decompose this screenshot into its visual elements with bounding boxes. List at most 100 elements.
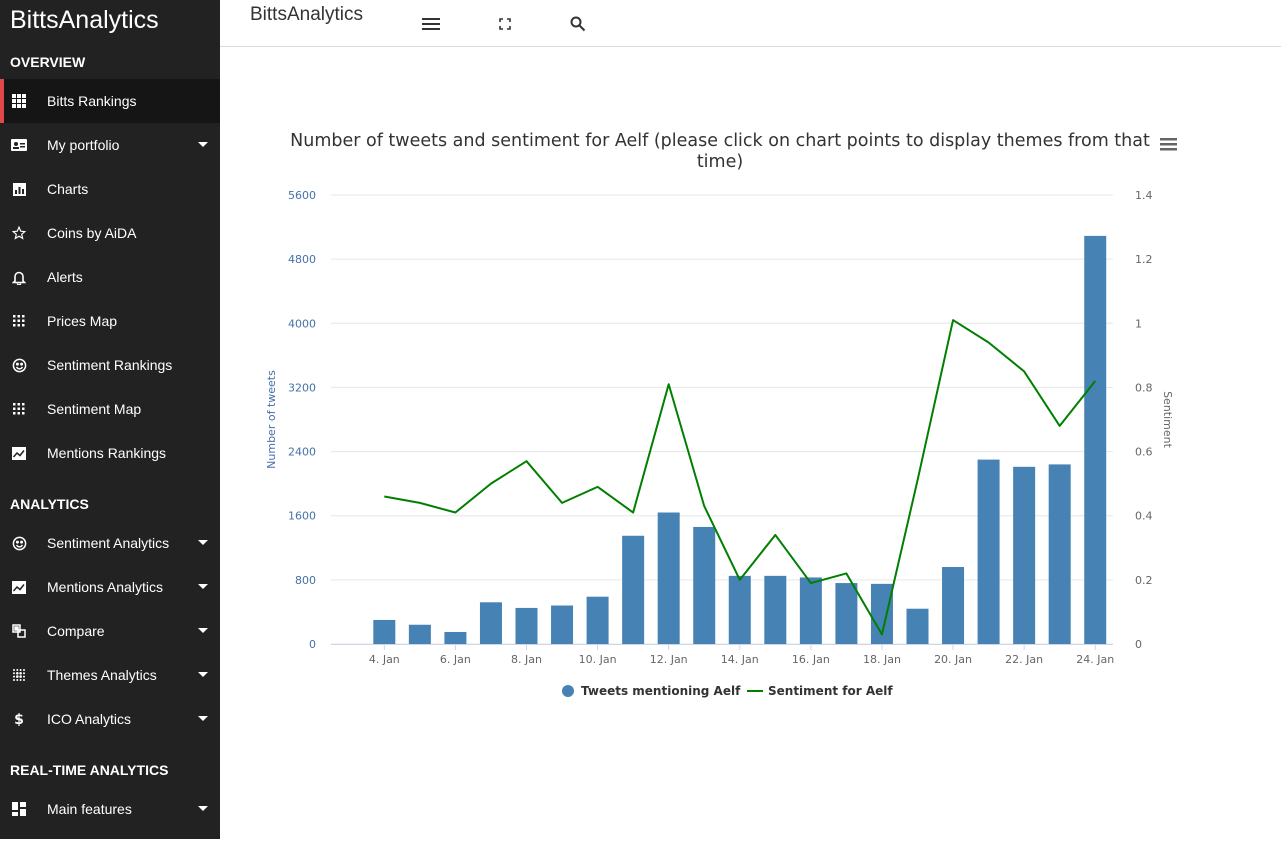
- sidebar-item-mentions-analytics[interactable]: Mentions Analytics: [0, 565, 220, 609]
- x-tick-label: 20. Jan: [934, 653, 972, 666]
- dots-cluster-icon: [10, 666, 28, 684]
- bar-tweets[interactable]: [942, 567, 965, 644]
- line-point-sentiment[interactable]: [1056, 422, 1064, 430]
- sidebar-item-compare[interactable]: Compare: [0, 609, 220, 653]
- bar-tweets[interactable]: [373, 619, 396, 644]
- sidebar-item-prices-map[interactable]: Prices Map: [0, 299, 220, 343]
- chevron-down-icon[interactable]: [198, 806, 208, 811]
- bar-tweets[interactable]: [977, 459, 1000, 644]
- chevron-down-icon[interactable]: [198, 716, 208, 721]
- menu-icon[interactable]: [421, 14, 441, 34]
- search-icon[interactable]: [568, 14, 588, 34]
- sidebar-item-label: ICO Analytics: [47, 711, 132, 727]
- line-point-sentiment[interactable]: [736, 576, 744, 584]
- sidebar-item-label: Main features: [47, 801, 132, 817]
- line-point-sentiment[interactable]: [771, 531, 779, 539]
- chevron-down-icon[interactable]: [198, 628, 208, 633]
- sidebar-item-sentiment-rankings[interactable]: Sentiment Rankings: [0, 343, 220, 387]
- dashboard-icon: [10, 800, 28, 818]
- bar-tweets[interactable]: [870, 583, 893, 644]
- line-point-sentiment[interactable]: [665, 380, 673, 388]
- x-tick-label: 24. Jan: [1076, 653, 1114, 666]
- line-point-sentiment[interactable]: [629, 509, 637, 517]
- line-point-sentiment[interactable]: [594, 483, 602, 491]
- bar-tweets[interactable]: [728, 575, 751, 644]
- chart-menu-icon[interactable]: [1160, 138, 1177, 151]
- id-card-icon: [10, 136, 28, 154]
- bar-tweets[interactable]: [1013, 466, 1036, 644]
- x-tick-label: 6. Jan: [440, 653, 471, 666]
- sidebar: BittsAnalytics OVERVIEW ANALYTICS REAL-T…: [0, 0, 220, 839]
- bar-tweets[interactable]: [835, 583, 858, 644]
- bar-tweets[interactable]: [408, 624, 431, 644]
- y-right-tick-label: 1.4: [1135, 189, 1153, 202]
- sidebar-item-label: Bitts Rankings: [47, 93, 137, 109]
- legend-marker-tweets: [562, 685, 574, 697]
- chevron-down-icon[interactable]: [198, 672, 208, 677]
- line-point-sentiment[interactable]: [380, 492, 388, 500]
- fullscreen-icon[interactable]: [495, 14, 515, 34]
- sidebar-item-bitts-rankings[interactable]: Bitts Rankings: [0, 79, 220, 123]
- y-left-tick-label: 4800: [288, 253, 316, 266]
- legend-label-sentiment[interactable]: Sentiment for Aelf: [768, 684, 893, 698]
- bar-tweets[interactable]: [622, 535, 645, 644]
- line-point-sentiment[interactable]: [842, 569, 850, 577]
- grid-icon: [10, 92, 28, 110]
- sidebar-item-label: Prices Map: [47, 313, 118, 329]
- line-point-sentiment[interactable]: [700, 502, 708, 510]
- y-left-tick-label: 2400: [288, 446, 316, 459]
- line-point-sentiment[interactable]: [949, 316, 957, 324]
- sidebar-item-sentiment-analytics[interactable]: Sentiment Analytics: [0, 521, 220, 565]
- line-point-sentiment[interactable]: [985, 339, 993, 347]
- bar-tweets[interactable]: [515, 607, 538, 644]
- chevron-down-icon[interactable]: [198, 540, 208, 545]
- dots-grid-icon: [10, 312, 28, 330]
- line-point-sentiment[interactable]: [878, 630, 886, 638]
- sidebar-item-themes-analytics[interactable]: Themes Analytics: [0, 653, 220, 697]
- sidebar-item-ico-analytics[interactable]: $ ICO Analytics: [0, 697, 220, 741]
- y-left-axis-title: Number of tweets: [265, 370, 278, 469]
- sidebar-item-label: Charts: [47, 181, 89, 197]
- sidebar-item-my-portfolio[interactable]: My portfolio: [0, 123, 220, 167]
- chevron-down-icon[interactable]: [198, 584, 208, 589]
- bar-tweets[interactable]: [444, 631, 467, 644]
- line-point-sentiment[interactable]: [1091, 377, 1099, 385]
- bar-tweets[interactable]: [799, 577, 822, 644]
- bar-tweets[interactable]: [906, 608, 929, 644]
- line-point-sentiment[interactable]: [1020, 367, 1028, 375]
- sidebar-item-charts[interactable]: Charts: [0, 167, 220, 211]
- sidebar-item-main-features[interactable]: Main features: [0, 787, 220, 831]
- line-point-sentiment[interactable]: [487, 480, 495, 488]
- sidebar-item-sentiment-map[interactable]: Sentiment Map: [0, 387, 220, 431]
- bar-tweets[interactable]: [586, 596, 609, 644]
- sidebar-item-label: Mentions Analytics: [47, 579, 163, 595]
- bar-tweets[interactable]: [1048, 464, 1071, 644]
- line-point-sentiment[interactable]: [523, 457, 531, 465]
- line-point-sentiment[interactable]: [807, 579, 815, 587]
- bar-tweets[interactable]: [551, 605, 574, 644]
- sidebar-item-label: Compare: [47, 623, 105, 639]
- sidebar-item-coins-by-aida[interactable]: Coins by AiDA: [0, 211, 220, 255]
- line-point-sentiment[interactable]: [558, 499, 566, 507]
- chevron-down-icon[interactable]: [198, 142, 208, 147]
- line-point-sentiment[interactable]: [914, 476, 922, 484]
- sidebar-item-label: Themes Analytics: [47, 667, 157, 683]
- tweets-sentiment-chart[interactable]: Number of tweets and sentiment for Aelf …: [220, 47, 1281, 839]
- line-point-sentiment[interactable]: [451, 509, 459, 517]
- line-point-sentiment[interactable]: [416, 499, 424, 507]
- brand-logo-text[interactable]: BittsAnalytics: [10, 6, 159, 34]
- bar-tweets[interactable]: [764, 575, 787, 644]
- line-sentiment[interactable]: [384, 319, 1097, 636]
- y-left-tick-label: 800: [295, 574, 316, 587]
- bar-tweets[interactable]: [693, 526, 716, 644]
- bar-tweets[interactable]: [1084, 235, 1107, 645]
- bar-tweets[interactable]: [657, 512, 680, 644]
- svg-text:$: $: [14, 712, 24, 727]
- sidebar-item-label: Coins by AiDA: [47, 225, 137, 241]
- top-bar-title: BittsAnalytics: [250, 4, 363, 25]
- sidebar-item-label: My portfolio: [47, 137, 120, 153]
- sidebar-item-alerts[interactable]: Alerts: [0, 255, 220, 299]
- bar-tweets[interactable]: [479, 602, 502, 644]
- legend-label-tweets[interactable]: Tweets mentioning Aelf: [581, 684, 741, 698]
- sidebar-item-mentions-rankings[interactable]: Mentions Rankings: [0, 431, 220, 475]
